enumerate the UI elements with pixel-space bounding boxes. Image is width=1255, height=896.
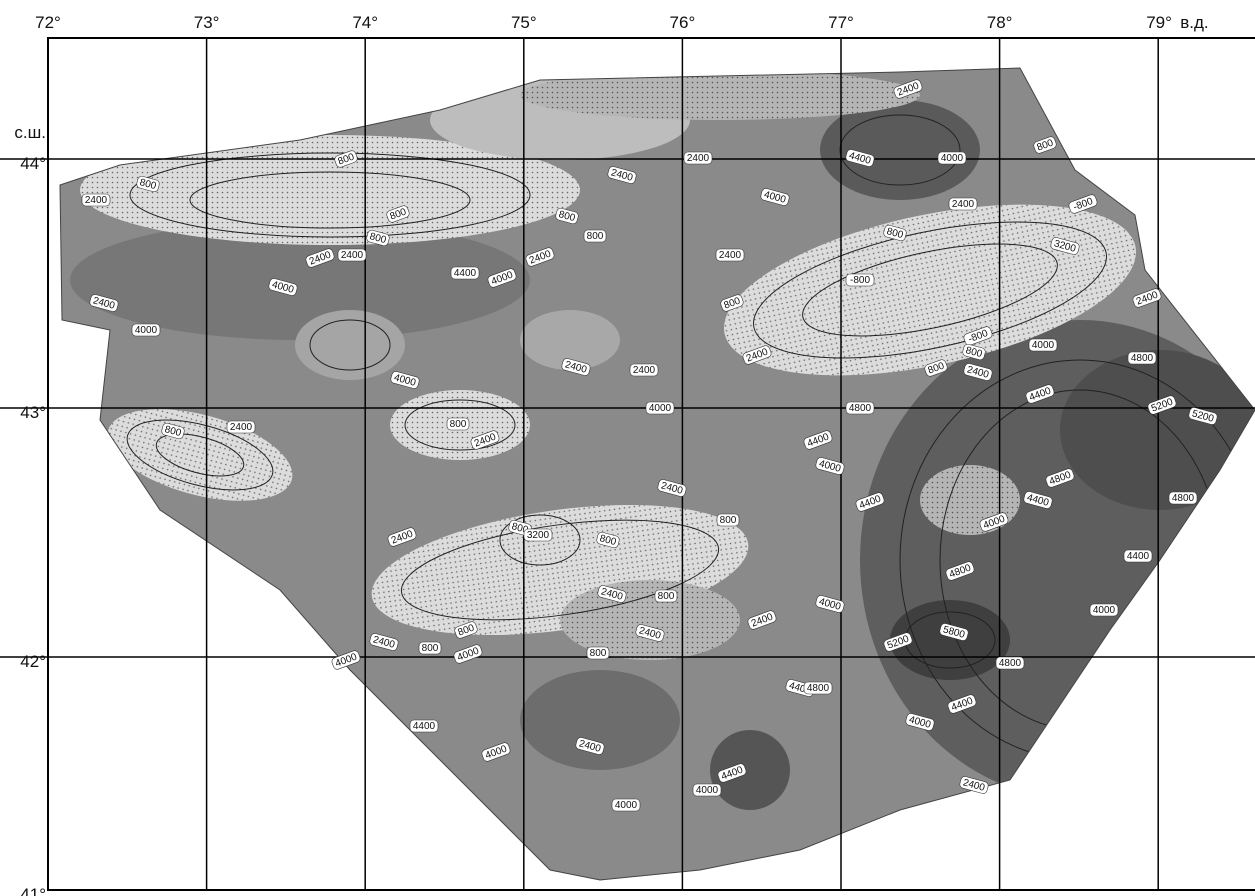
contour-label-text: 2400	[633, 365, 656, 376]
contour-label: 2400	[684, 152, 712, 164]
contour-label-text: -800	[850, 275, 870, 286]
contour-label-text: 4000	[696, 785, 719, 796]
contour-label-text: 4800	[849, 403, 872, 414]
contour-label-text: 4000	[1093, 605, 1116, 616]
latitude-label: 41°	[20, 885, 46, 896]
longitude-label: 77°	[828, 13, 854, 32]
contour-label-text: 4400	[454, 268, 477, 279]
contour-label: 2400	[338, 249, 366, 261]
contour-label-text: 4000	[1032, 340, 1055, 351]
contour-label-text: 2400	[719, 250, 742, 261]
contour-label-text: 4800	[999, 658, 1022, 669]
contour-label: 4000	[938, 152, 966, 164]
relief	[0, 0, 1255, 896]
contour-label-text: 4000	[135, 325, 158, 336]
contour-label: 4800	[804, 682, 832, 694]
longitude-label: 73°	[194, 13, 220, 32]
contour-label: 800	[587, 647, 609, 659]
longitude-label: 79°	[1146, 13, 1172, 32]
contour-label: 800	[419, 642, 441, 654]
contour-label-text: 4000	[615, 800, 638, 811]
contour-label: 4000	[1090, 604, 1118, 616]
contour-label-text: 4000	[941, 153, 964, 164]
contour-label: 4000	[693, 784, 721, 796]
contour-label-text: 4400	[1127, 551, 1150, 562]
contour-label: 2400	[716, 249, 744, 261]
longitude-label: 76°	[670, 13, 696, 32]
contour-label: -800	[846, 274, 874, 286]
contour-label: 2400	[227, 421, 255, 433]
contour-label: 4400	[410, 720, 438, 732]
contour-label-text: 800	[658, 591, 675, 602]
latitude-unit: с.ш.	[14, 123, 46, 142]
longitude-label: 74°	[352, 13, 378, 32]
contour-label: 4000	[132, 324, 160, 336]
latitude-label: 44°	[20, 154, 46, 173]
contour-label-text: 800	[720, 515, 737, 526]
contour-label: 4000	[646, 402, 674, 414]
contour-label: 4000	[1029, 339, 1057, 351]
contour-label: 4800	[846, 402, 874, 414]
contour-label-text: 800	[450, 419, 467, 430]
contour-label: 4800	[996, 657, 1024, 669]
longitude-label: 72°	[35, 13, 61, 32]
contour-label-text: 4800	[807, 683, 830, 694]
contour-label-text: 800	[422, 643, 439, 654]
longitude-unit: в.д.	[1180, 13, 1208, 32]
latitude-label: 42°	[20, 652, 46, 671]
contour-label-text: 800	[587, 231, 604, 242]
contour-label: 2400	[949, 198, 977, 210]
contour-label-text: 2400	[85, 195, 108, 206]
contour-label-text: 2400	[341, 250, 364, 261]
contour-label: 800	[584, 230, 606, 242]
contour-label: 4400	[451, 267, 479, 279]
contour-label: 800	[447, 418, 469, 430]
contour-label-text: 3200	[527, 530, 550, 541]
contour-label-text: 2400	[952, 199, 975, 210]
map: 800 800 2400 800 800 2400 2400 4000 4400 4000 800 8…	[0, 0, 1255, 896]
contour-label-text: 4800	[1172, 493, 1195, 504]
contour-label: 4800	[1169, 492, 1197, 504]
contour-label: 4800	[1128, 352, 1156, 364]
contour-label: 2400	[82, 194, 110, 206]
contour-label-text: 4800	[1131, 353, 1154, 364]
page: {"map":{ "longitudes":["72°","73°","74°"…	[0, 0, 1255, 896]
contour-label: 800	[717, 514, 739, 526]
contour-label-text: 2400	[687, 153, 710, 164]
contour-label-text: 4000	[649, 403, 672, 414]
contour-label: 3200	[524, 529, 552, 541]
latitude-label: 43°	[20, 403, 46, 422]
contour-label-text: 2400	[230, 422, 253, 433]
longitude-label: 78°	[987, 13, 1013, 32]
contour-label: 4000	[612, 799, 640, 811]
contour-label: 800	[655, 590, 677, 602]
contour-label: 2400	[630, 364, 658, 376]
contour-label: 4400	[1124, 550, 1152, 562]
contour-label-text: 800	[590, 648, 607, 659]
longitude-label: 75°	[511, 13, 537, 32]
contour-label-text: 4400	[413, 721, 436, 732]
